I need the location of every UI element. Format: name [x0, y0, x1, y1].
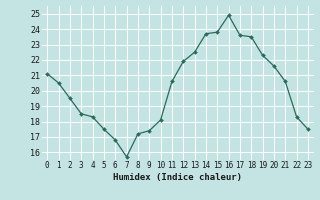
X-axis label: Humidex (Indice chaleur): Humidex (Indice chaleur) [113, 173, 242, 182]
